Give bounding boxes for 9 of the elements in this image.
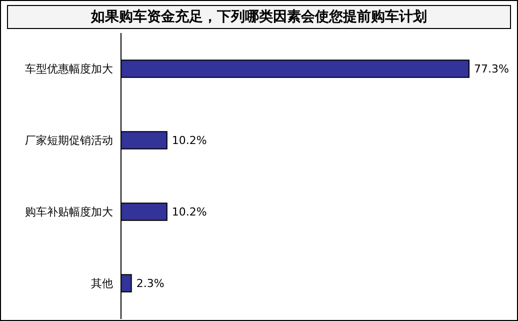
data-label: 77.3% <box>474 62 509 76</box>
chart-title: 如果购车资金充足，下列哪类因素会使您提前购车计划 <box>7 5 511 29</box>
y-tick-label: 购车补贴幅度加大 <box>25 206 113 219</box>
y-tick-label: 厂家短期促销活动 <box>25 134 113 148</box>
data-label: 2.3% <box>136 277 164 290</box>
y-tick-label: 其他 <box>91 277 113 290</box>
data-label: 10.2% <box>172 206 207 219</box>
data-label: 10.2% <box>172 134 207 148</box>
y-tick-label: 车型优惠幅度加大 <box>25 62 113 76</box>
